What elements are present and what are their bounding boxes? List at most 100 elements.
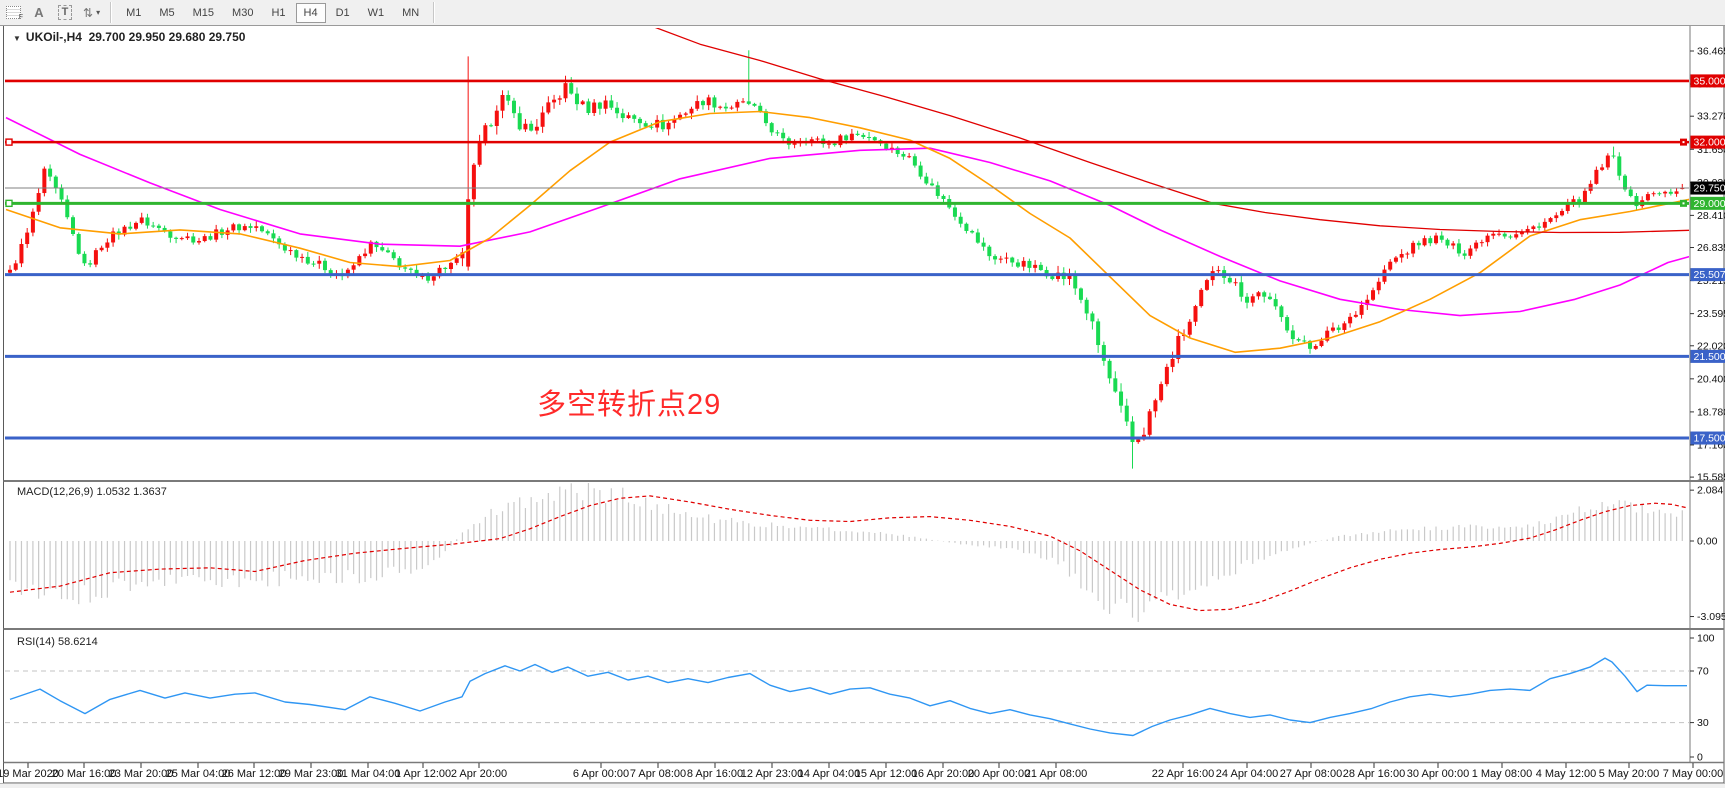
timeframe-button-M30[interactable]: M30 <box>224 3 261 23</box>
date-tick-label: 1 Apr 12:00 <box>395 768 451 780</box>
rsi-line <box>9 657 1687 737</box>
object-tools-group: F A T ⇅ ▾ <box>0 0 105 25</box>
timeframe-button-M5[interactable]: M5 <box>151 3 182 23</box>
rsi-scale-label: 70 <box>1697 666 1709 678</box>
main-price-pane[interactable] <box>5 22 1690 469</box>
rsi-scale-label: 30 <box>1697 717 1709 729</box>
timeframe-button-H4[interactable]: H4 <box>295 2 326 23</box>
svg-text:25.507: 25.507 <box>1694 269 1725 281</box>
price-tick-label: 23.595 <box>1697 308 1725 320</box>
price-tick-label: 33.270 <box>1697 111 1725 123</box>
grid-tool-button[interactable]: F <box>1 2 25 23</box>
svg-text:35.000: 35.000 <box>1694 75 1725 87</box>
date-tick-label: 14 Apr 04:00 <box>798 768 860 780</box>
price-level-label-29.000: 29.000 <box>1690 196 1725 210</box>
price-level-label-32.000: 32.000 <box>1690 135 1725 149</box>
svg-text:32.000: 32.000 <box>1694 137 1725 149</box>
macd-indicator-label: MACD(12,26,9) 1.0532 1.3637 <box>17 486 167 498</box>
price-level-label-25.507: 25.507 <box>1690 268 1725 282</box>
chart-frame <box>3 25 1725 784</box>
timeframe-button-W1[interactable]: W1 <box>360 3 393 23</box>
date-tick-label: 7 May 00:00 <box>1663 768 1724 780</box>
chart-symbol-period: UKOil-,H4 <box>25 30 82 44</box>
date-tick-label: 30 Apr 00:00 <box>1407 768 1469 780</box>
date-tick-label: 5 May 20:00 <box>1599 768 1660 780</box>
macd-scale-label: 2.084 <box>1697 485 1723 497</box>
date-tick-label: 25 Mar 04:00 <box>166 768 231 780</box>
rsi-value: 58.6214 <box>57 636 98 648</box>
top-toolbar: F A T ⇅ ▾ M1 M5 M15 M30 H1 H4 D1 W1 MN <box>0 0 1725 26</box>
date-tick-label: 29 Mar 23:00 <box>279 768 344 780</box>
macd-scale-label: 0.00 <box>1697 536 1718 548</box>
chart-text-annotation[interactable]: 多空转折点29 <box>537 389 722 421</box>
date-tick-label: 20 Apr 00:00 <box>968 768 1030 780</box>
price-tick-label: 20.400 <box>1697 373 1725 385</box>
rsi-indicator-label: RSI(14) 58.6214 <box>17 636 98 648</box>
date-tick-label: 19 Mar 2020 <box>0 768 59 780</box>
toolbar-separator <box>110 2 113 23</box>
date-tick-label: 16 Apr 20:00 <box>912 768 974 780</box>
arrows-tool-button[interactable]: ⇅ ▾ <box>79 2 104 23</box>
chevron-down-icon: ▾ <box>96 8 101 17</box>
timeframe-buttons-group: M1 M5 M15 M30 H1 H4 D1 W1 MN <box>117 0 428 25</box>
date-tick-label: 6 Apr 00:00 <box>573 768 629 780</box>
date-tick-label: 31 Mar 04:00 <box>336 768 401 780</box>
text-a-icon: A <box>34 5 44 20</box>
timeframe-button-M15[interactable]: M15 <box>185 3 222 23</box>
date-tick-label: 8 Apr 16:00 <box>687 768 743 780</box>
toolbar-separator <box>433 2 436 23</box>
arrows-icon: ⇅ <box>83 5 94 20</box>
grid-icon-sub-label: F <box>18 14 23 21</box>
macd-pane <box>9 483 1688 622</box>
svg-text:21.500: 21.500 <box>1694 351 1725 363</box>
date-tick-label: 12 Apr 23:00 <box>741 768 803 780</box>
timeframe-button-M1[interactable]: M1 <box>118 3 149 23</box>
svg-text:29.000: 29.000 <box>1694 198 1725 210</box>
ma-slow-magenta <box>5 116 1689 317</box>
price-tick-label: 22.020 <box>1697 340 1725 352</box>
macd-values: 1.0532 1.3637 <box>96 486 167 498</box>
macd-signal-line <box>9 495 1688 612</box>
text-tool-button[interactable]: A <box>27 2 51 23</box>
ma-long-red <box>654 28 1689 234</box>
ma-fast-orange <box>5 110 1689 354</box>
date-tick-label: 24 Apr 04:00 <box>1216 768 1278 780</box>
candlestick-series <box>8 50 1685 469</box>
timeframe-button-H1[interactable]: H1 <box>263 3 293 23</box>
price-level-label-21.500: 21.500 <box>1690 349 1725 363</box>
bottom-scroll-strip[interactable] <box>0 783 1725 788</box>
rsi-scale-label: 0 <box>1697 752 1703 764</box>
svg-text:17.500: 17.500 <box>1694 433 1725 445</box>
price-tick-label: 36.465 <box>1697 46 1725 58</box>
date-tick-label: 15 Apr 12:00 <box>855 768 917 780</box>
text-label-icon: T <box>57 5 73 20</box>
rsi-pane <box>5 657 1689 737</box>
timeframe-button-D1[interactable]: D1 <box>328 3 358 23</box>
price-level-label-17.500: 17.500 <box>1690 431 1725 445</box>
date-tick-label: 2 Apr 20:00 <box>451 768 507 780</box>
price-tick-label: 28.410 <box>1697 210 1725 222</box>
price-level-label-29.750: 29.750 <box>1690 181 1725 195</box>
date-tick-label: 23 Mar 20:00 <box>109 768 174 780</box>
line-anchor-marker[interactable] <box>5 138 13 146</box>
date-tick-label: 7 Apr 08:00 <box>630 768 686 780</box>
svg-text:29.750: 29.750 <box>1694 183 1725 195</box>
date-tick-label: 28 Apr 16:00 <box>1343 768 1405 780</box>
price-tick-label: 18.780 <box>1697 406 1725 418</box>
line-anchor-marker[interactable] <box>5 199 13 208</box>
text-label-tool-button[interactable]: T <box>53 2 77 23</box>
price-level-label-35.000: 35.000 <box>1690 74 1725 88</box>
chart-title: ▼ UKOil-,H4 29.700 29.950 29.680 29.750 <box>13 30 245 44</box>
timeframe-button-MN[interactable]: MN <box>394 3 427 23</box>
date-tick-label: 21 Apr 08:00 <box>1025 768 1087 780</box>
chart-ohlc-values: 29.700 29.950 29.680 29.750 <box>88 30 246 44</box>
macd-scale-label: -3.0957 <box>1697 611 1725 623</box>
rsi-scale-label: 100 <box>1697 633 1715 645</box>
chart-dropdown-caret[interactable]: ▼ <box>13 34 21 43</box>
price-scale[interactable]: 36.46534.84533.27031.65030.03028.41026.8… <box>1689 26 1725 764</box>
date-tick-label: 26 Mar 12:00 <box>222 768 287 780</box>
grid-icon <box>5 6 21 19</box>
